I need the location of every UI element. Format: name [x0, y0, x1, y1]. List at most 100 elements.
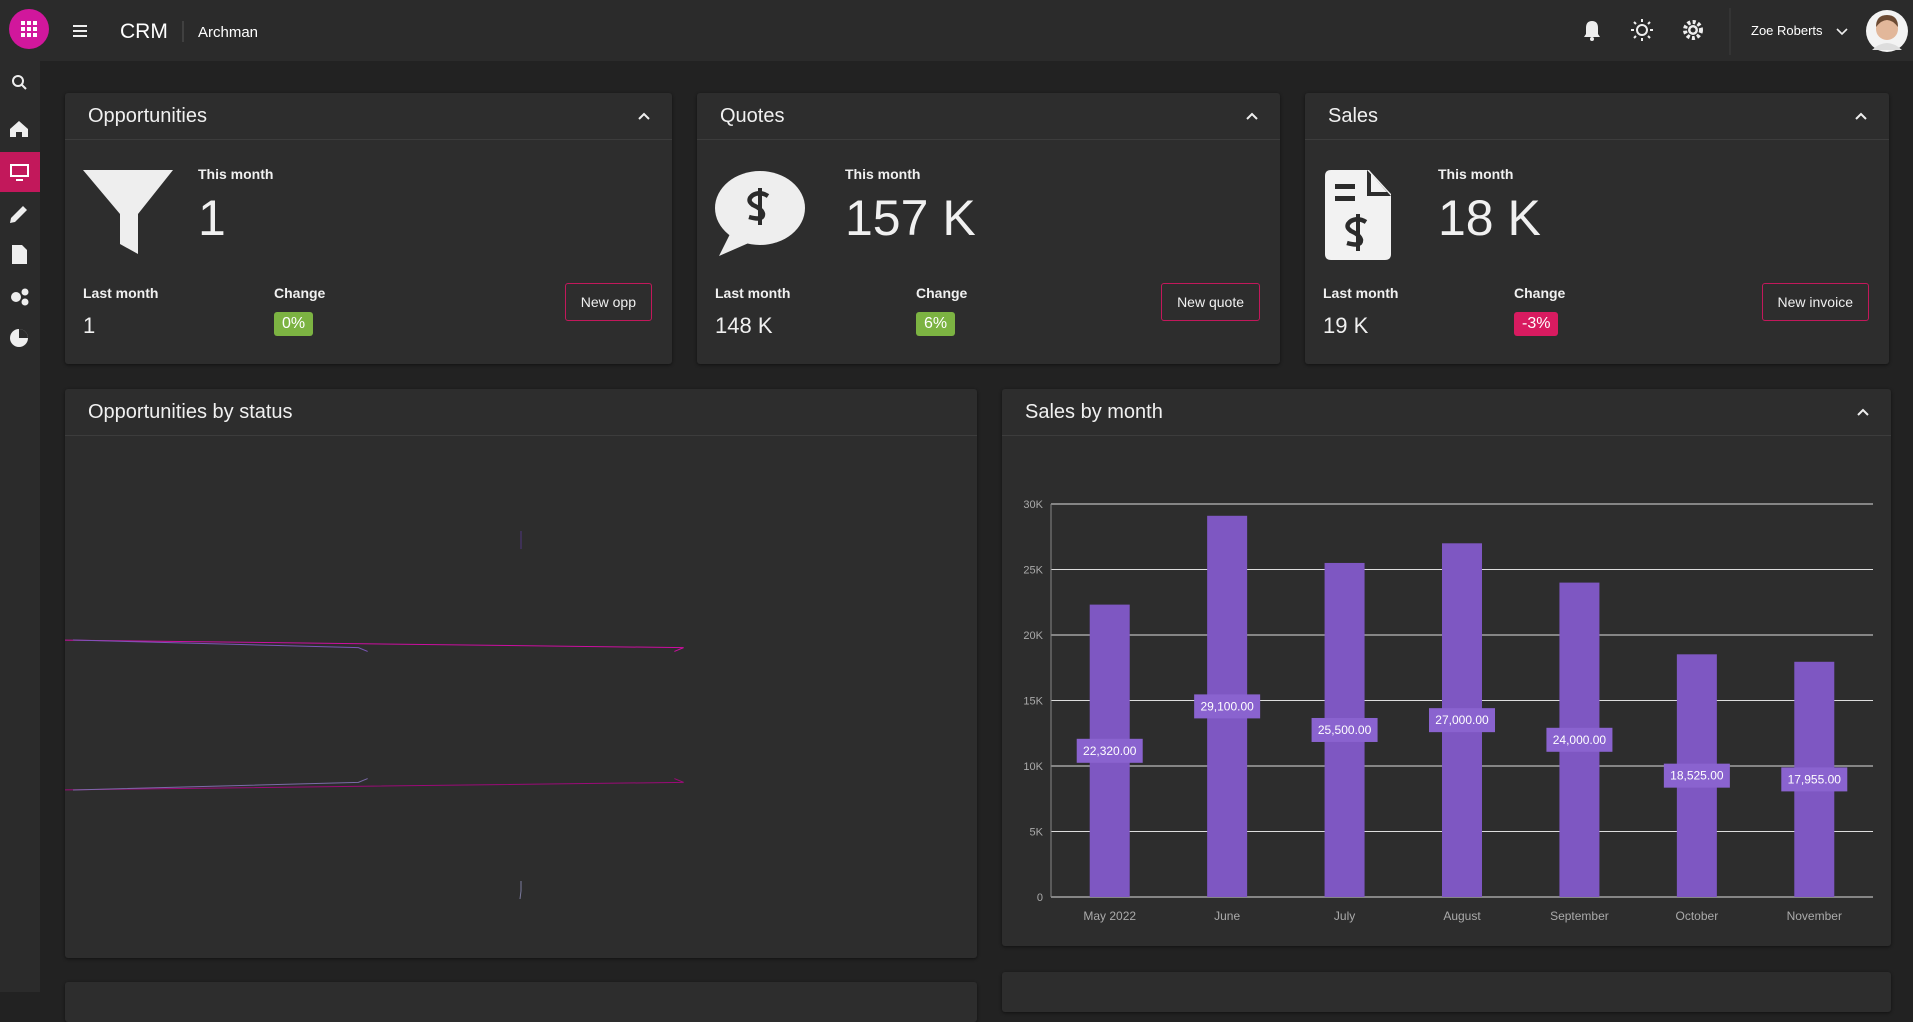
- value-label-box: [1076, 738, 1143, 763]
- summary-card: Quotes This month 157 K Last month 148 K Chan…: [697, 93, 1280, 364]
- user-menu-chevron[interactable]: [1836, 28, 1848, 36]
- app-name: CRM: [120, 20, 168, 43]
- apps-button[interactable]: [9, 9, 49, 49]
- y-tick-label: 5K: [1030, 827, 1044, 839]
- edit-icon[interactable]: [10, 206, 27, 223]
- label-connector: [72, 639, 368, 652]
- last-month-label: Last month: [1323, 285, 1399, 301]
- last-month-label: Last month: [83, 285, 159, 301]
- summary-card: Sales This month 18 K Last month 19 K Change -…: [1305, 93, 1889, 364]
- x-tick-label: September: [1550, 909, 1609, 923]
- label-connector: [65, 778, 684, 791]
- change-label: Change: [1514, 285, 1566, 301]
- document-icon[interactable]: [12, 245, 27, 264]
- x-tick-label: November: [1787, 909, 1842, 923]
- x-tick-label: July: [1334, 909, 1355, 923]
- label-connector: [72, 778, 368, 791]
- y-tick-label: 0: [1037, 892, 1043, 904]
- panel: [65, 982, 977, 1022]
- panel: [1002, 972, 1891, 1012]
- action-button[interactable]: New invoice: [1761, 283, 1869, 321]
- card-header: Sales: [1305, 93, 1889, 140]
- card-header: Opportunities by status: [65, 389, 977, 436]
- card-icon: [83, 170, 173, 254]
- value-label: 24,000.00: [1553, 733, 1607, 747]
- notifications-button[interactable]: [1584, 21, 1600, 41]
- value-label: 22,320.00: [1083, 744, 1137, 758]
- top-bar: CRM Archman Zoe Roberts: [0, 0, 1913, 61]
- y-tick-label: 20K: [1023, 630, 1043, 642]
- workspace-name[interactable]: Archman: [198, 24, 258, 41]
- collapse-button[interactable]: [1855, 404, 1871, 420]
- value-label: 29,100.00: [1200, 699, 1254, 713]
- card-icon: [1325, 170, 1391, 260]
- this-month-label: This month: [1438, 166, 1514, 182]
- value-label: 17,955.00: [1788, 772, 1842, 786]
- value-label-box: [1429, 708, 1495, 733]
- chevron: [1855, 112, 1867, 120]
- top-bar-bg: [0, 0, 1913, 61]
- settings-icon[interactable]: [11, 288, 29, 306]
- card-header: Quotes: [697, 93, 1280, 140]
- action-button[interactable]: New quote: [1161, 283, 1260, 321]
- last-month-value: 19 K: [1323, 313, 1369, 338]
- card-icon: [715, 171, 805, 256]
- side-bar-bg: [0, 61, 40, 992]
- card-title: Sales: [1328, 105, 1379, 127]
- last-month-value: 1: [83, 313, 96, 338]
- home-icon[interactable]: [10, 121, 28, 137]
- x-tick-label: October: [1676, 909, 1719, 923]
- change-badge: -3%: [1514, 312, 1559, 336]
- value-label: 25,500.00: [1318, 723, 1372, 737]
- this-month-value: 157 K: [845, 190, 976, 246]
- x-tick-label: June: [1214, 909, 1240, 923]
- collapse-button[interactable]: [636, 108, 652, 124]
- chart-panel: 0 5K 10K 15K 20K 25K 30K 22,320.00 May 2022 29,10…: [1002, 389, 1891, 946]
- value-label: 27,000.00: [1435, 713, 1489, 727]
- change-badge: 0%: [274, 312, 314, 336]
- dashboard-icon[interactable]: [10, 164, 29, 181]
- collapse-button[interactable]: [1244, 108, 1260, 124]
- card-title: Opportunities: [88, 105, 207, 127]
- change-label: Change: [916, 285, 968, 301]
- chart-title: Sales by month: [1025, 401, 1163, 423]
- search-icon[interactable]: [12, 75, 27, 90]
- settings-button[interactable]: [1683, 20, 1703, 40]
- collapse-button[interactable]: [1853, 108, 1869, 124]
- summary-card: Opportunities This month 1 Last month 1 Chang…: [65, 93, 672, 364]
- user-name[interactable]: Zoe Roberts: [1751, 23, 1823, 38]
- change-badge: 6%: [916, 312, 956, 336]
- value-label-box: [1781, 767, 1848, 792]
- chart: 0 5K 10K 15K 20K 25K 30K 22,320.00 May 2022 29,10…: [1023, 499, 1873, 923]
- y-tick-label: 25K: [1023, 565, 1043, 577]
- x-tick-label: May 2022: [1083, 909, 1136, 923]
- last-month-label: Last month: [715, 285, 791, 301]
- action-button[interactable]: New opp: [564, 283, 652, 321]
- chevron: [1857, 408, 1869, 416]
- change-label: Change: [274, 285, 326, 301]
- y-tick-label: 10K: [1023, 761, 1043, 773]
- chart: Qualification: 2Value proposition: 1Clos…: [65, 531, 684, 900]
- y-tick-label: 30K: [1023, 499, 1043, 511]
- menu-button[interactable]: [73, 25, 87, 37]
- chevron: [1246, 112, 1258, 120]
- avatar[interactable]: [1866, 10, 1908, 52]
- value-label-box: [1546, 727, 1613, 752]
- value-label-box: [1663, 763, 1730, 788]
- value-label-box: [1194, 694, 1261, 719]
- this-month-label: This month: [845, 166, 921, 182]
- label-connector: [519, 881, 522, 900]
- report-icon[interactable]: [10, 329, 28, 347]
- last-month-value: 148 K: [715, 313, 773, 338]
- x-tick-label: August: [1443, 909, 1481, 923]
- card-title: Quotes: [720, 105, 785, 127]
- this-month-label: This month: [198, 166, 274, 182]
- theme-button[interactable]: [1631, 19, 1653, 41]
- label-connector: [65, 639, 684, 652]
- side-bar: [0, 61, 40, 992]
- value-label: 18,525.00: [1670, 769, 1724, 783]
- card-header: Opportunities: [65, 93, 672, 140]
- value-label-box: [1311, 717, 1378, 742]
- dashboard-active[interactable]: [0, 152, 40, 192]
